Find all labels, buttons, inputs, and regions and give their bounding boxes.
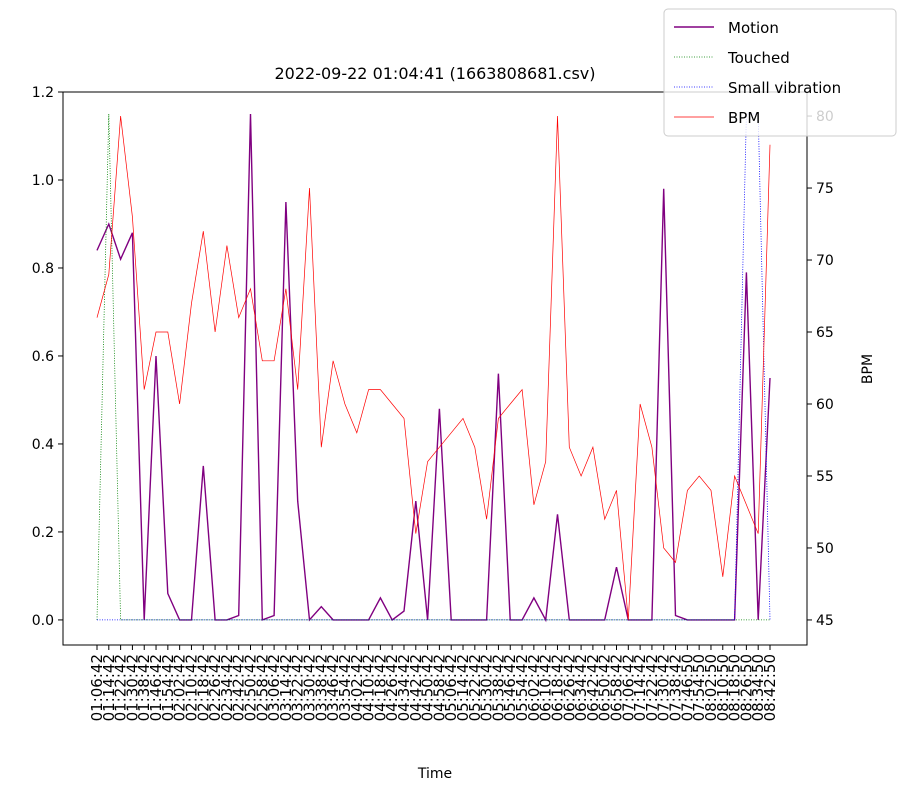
x-tick-label: 04:02:42 xyxy=(348,654,366,721)
x-tick-label: 06:18:42 xyxy=(548,654,566,721)
x-tick-label: 05:46:42 xyxy=(501,654,519,721)
x-tick-label: 03:22:42 xyxy=(289,654,307,721)
x-tick-label: 01:06:42 xyxy=(88,654,106,721)
x-tick-label: 07:06:42 xyxy=(619,654,637,721)
x-tick-label: 08:26:50 xyxy=(737,654,755,721)
x-tick-label: 06:10:42 xyxy=(537,654,555,721)
x-tick-label: 01:54:42 xyxy=(159,654,177,721)
x-tick-label: 08:02:50 xyxy=(702,654,720,721)
x-tick-label: 02:34:42 xyxy=(218,654,236,721)
x-tick-label: 03:30:42 xyxy=(301,654,319,721)
x-tick-label: 04:42:42 xyxy=(407,654,425,721)
x-tick-label: 06:50:42 xyxy=(596,654,614,721)
x-tick-label: 07:54:50 xyxy=(690,654,708,721)
y2-tick-label: 50 xyxy=(816,541,834,557)
x-tick-label: 03:54:42 xyxy=(336,654,354,721)
x-tick-label: 08:34:50 xyxy=(749,654,767,721)
series-line xyxy=(96,113,771,623)
x-tick-label: 08:18:50 xyxy=(726,654,744,721)
y2-axis-label: BPM xyxy=(860,354,876,384)
x-tick-label: 05:06:42 xyxy=(442,654,460,721)
plot-frame xyxy=(62,91,808,646)
x-tick-label: 03:06:42 xyxy=(265,654,283,721)
y-tick-label: 1.2 xyxy=(32,85,54,101)
y2-tick-label: 60 xyxy=(816,397,834,413)
series-line xyxy=(96,113,770,621)
x-tick-label: 04:10:42 xyxy=(360,654,378,721)
y-tick-label: 0.0 xyxy=(32,613,54,629)
x-tick-label: 08:10:50 xyxy=(714,654,732,721)
x-tick-label: 05:22:42 xyxy=(466,654,484,721)
x-tick-label: 05:38:42 xyxy=(489,654,507,721)
y2-tick-label: 55 xyxy=(816,469,834,485)
x-tick-label: 05:54:42 xyxy=(513,654,531,721)
x-tick-label: 02:10:42 xyxy=(182,654,200,721)
x-tick-label: 02:42:42 xyxy=(230,654,248,721)
x-tick-label: 06:42:42 xyxy=(584,654,602,721)
x-axis-label: Time xyxy=(417,766,452,782)
x-tick-label: 04:18:42 xyxy=(371,654,389,721)
y-tick-label: 1.0 xyxy=(32,173,54,189)
x-tick-label: 07:38:42 xyxy=(667,654,685,721)
x-tick-label: 05:14:42 xyxy=(454,654,472,721)
legend-label: Motion xyxy=(728,19,779,37)
x-tick-label: 04:58:42 xyxy=(430,654,448,721)
y-tick-label: 0.2 xyxy=(32,525,54,541)
y2-tick-label: 75 xyxy=(816,181,834,197)
x-tick-label: 04:26:42 xyxy=(383,654,401,721)
x-tick-label: 01:46:42 xyxy=(147,654,165,721)
x-tick-label: 08:42:50 xyxy=(761,654,779,721)
x-tick-label: 01:38:42 xyxy=(135,654,153,721)
x-tick-label: 02:02:42 xyxy=(171,654,189,721)
x-tick-label: 05:30:42 xyxy=(478,654,496,721)
legend-label: Small vibration xyxy=(728,79,841,97)
series-line xyxy=(97,113,771,621)
x-tick-label: 07:14:42 xyxy=(631,654,649,721)
legend-box xyxy=(663,8,897,137)
x-tick-label: 02:50:42 xyxy=(241,654,259,721)
y-tick-label: 0.4 xyxy=(32,437,54,453)
series-line xyxy=(96,115,771,620)
y2-tick-label: 70 xyxy=(816,253,834,269)
x-tick-label: 04:50:42 xyxy=(419,654,437,721)
y2-tick-label: 65 xyxy=(816,325,834,341)
x-tick-label: 02:26:42 xyxy=(206,654,224,721)
x-tick-label: 01:22:42 xyxy=(112,654,130,721)
x-tick-label: 06:58:42 xyxy=(608,654,626,721)
x-tick-label: 07:46:50 xyxy=(678,654,696,721)
y-tick-label: 0.8 xyxy=(32,261,54,277)
chart-title: 2022-09-22 01:04:41 (1663808681.csv) xyxy=(275,64,596,83)
x-tick-label: 06:26:42 xyxy=(560,654,578,721)
x-tick-label: 03:46:42 xyxy=(324,654,342,721)
x-tick-label: 07:30:42 xyxy=(655,654,673,721)
legend-label: BPM xyxy=(728,109,760,127)
x-tick-label: 06:34:42 xyxy=(572,654,590,721)
x-tick-label: 03:38:42 xyxy=(312,654,330,721)
x-tick-label: 02:58:42 xyxy=(253,654,271,721)
x-tick-label: 01:14:42 xyxy=(100,654,118,721)
x-tick-label: 02:18:42 xyxy=(194,654,212,721)
y2-tick-label: 45 xyxy=(816,613,834,629)
legend-label: Touched xyxy=(727,49,790,67)
x-tick-label: 06:02:42 xyxy=(525,654,543,721)
x-tick-label: 01:30:42 xyxy=(123,654,141,721)
x-tick-label: 03:14:42 xyxy=(277,654,295,721)
x-tick-label: 04:34:42 xyxy=(395,654,413,721)
x-tick-label: 07:22:42 xyxy=(643,654,661,721)
y-tick-label: 0.6 xyxy=(32,349,54,365)
